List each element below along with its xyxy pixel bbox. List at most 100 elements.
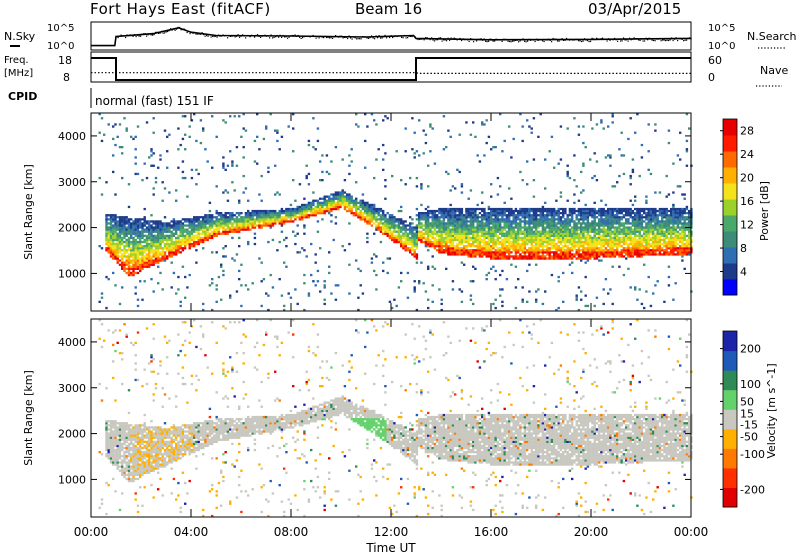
power-cell bbox=[631, 218, 635, 221]
power-cell bbox=[526, 232, 529, 235]
power-cell bbox=[364, 166, 367, 169]
freq-tick-bottom: 8 bbox=[63, 71, 70, 84]
power-cell bbox=[303, 203, 306, 207]
power-cell bbox=[454, 251, 457, 254]
power-cell bbox=[112, 214, 115, 217]
nsearch-point bbox=[668, 39, 670, 42]
nsearch-point bbox=[395, 35, 397, 37]
power-cell bbox=[148, 232, 151, 235]
power-cell bbox=[168, 228, 171, 231]
power-cell bbox=[258, 214, 261, 217]
power-cell bbox=[206, 234, 209, 237]
power-cell bbox=[634, 131, 637, 134]
power-cell bbox=[199, 240, 203, 244]
power-cell bbox=[523, 232, 527, 235]
power-cell bbox=[454, 238, 457, 242]
power-cell bbox=[118, 218, 122, 221]
power-cell bbox=[429, 238, 432, 242]
nsearch-point bbox=[404, 34, 406, 37]
power-cell bbox=[478, 236, 482, 240]
nsearch-point bbox=[626, 39, 628, 41]
power-cell bbox=[352, 205, 356, 209]
power-cell bbox=[613, 222, 617, 225]
power-cell bbox=[199, 226, 203, 229]
power-cell bbox=[559, 125, 563, 128]
power-cell bbox=[413, 245, 416, 248]
power-cell bbox=[109, 240, 113, 244]
power-cell bbox=[330, 205, 333, 209]
power-cell bbox=[384, 224, 387, 227]
power-cell bbox=[544, 232, 547, 235]
power-cell bbox=[114, 257, 117, 260]
power-cell bbox=[517, 234, 520, 237]
power-cell bbox=[566, 257, 569, 260]
power-cell bbox=[546, 236, 549, 240]
nsearch-point bbox=[119, 35, 121, 37]
power-cell bbox=[485, 255, 488, 258]
nsearch-point bbox=[672, 39, 674, 42]
power-cell bbox=[566, 199, 569, 202]
power-cell bbox=[499, 257, 502, 260]
power-cell bbox=[546, 232, 549, 235]
power-cell bbox=[616, 226, 619, 229]
power-cell bbox=[269, 226, 272, 229]
power-cell bbox=[613, 185, 617, 188]
power-cell bbox=[130, 135, 133, 138]
power-cell bbox=[616, 249, 619, 252]
power-cell bbox=[150, 224, 153, 227]
power-cell bbox=[382, 214, 385, 217]
power-cell bbox=[460, 300, 464, 303]
nsearch-point bbox=[371, 35, 373, 37]
nsearch-point bbox=[272, 37, 274, 39]
power-cell bbox=[643, 245, 646, 248]
power-cell bbox=[627, 267, 630, 270]
power-cell bbox=[636, 222, 639, 225]
nsearch-point bbox=[123, 35, 125, 37]
power-cell bbox=[469, 298, 473, 301]
power-cell bbox=[413, 253, 416, 256]
power-cell bbox=[215, 232, 218, 235]
power-cell bbox=[627, 209, 630, 213]
power-cell bbox=[159, 234, 162, 237]
power-cell bbox=[395, 224, 398, 227]
power-cell bbox=[458, 234, 461, 237]
power-cell bbox=[323, 203, 326, 207]
power-cell bbox=[233, 259, 236, 262]
power-cell bbox=[134, 162, 137, 165]
power-cell bbox=[112, 125, 115, 128]
power-cell bbox=[112, 242, 115, 246]
power-cell bbox=[445, 238, 448, 242]
power-cell bbox=[602, 224, 605, 227]
power-cell bbox=[136, 263, 140, 266]
power-cell bbox=[535, 214, 538, 217]
power-cell bbox=[107, 228, 110, 231]
power-cell bbox=[215, 224, 218, 227]
power-cell bbox=[519, 220, 522, 223]
power-cell bbox=[517, 245, 520, 248]
power-cell bbox=[179, 304, 182, 308]
power-cell bbox=[467, 255, 470, 258]
power-cell bbox=[602, 288, 605, 291]
power-cell bbox=[490, 234, 493, 237]
power-cell bbox=[105, 218, 108, 221]
power-cell bbox=[220, 212, 223, 215]
power-cell bbox=[584, 240, 587, 244]
power-cell bbox=[537, 222, 540, 225]
power-cell bbox=[348, 197, 351, 200]
power-cell bbox=[154, 220, 158, 223]
power-cell bbox=[465, 230, 468, 233]
power-cell bbox=[456, 224, 459, 227]
power-cell bbox=[589, 228, 592, 231]
power-cell bbox=[202, 238, 205, 242]
power-cell bbox=[440, 247, 443, 250]
power-cell bbox=[481, 228, 484, 231]
power-cell bbox=[148, 234, 151, 237]
power-cell bbox=[442, 232, 446, 235]
power-cell bbox=[125, 232, 128, 235]
power-cell bbox=[609, 156, 612, 159]
power-cell bbox=[595, 230, 599, 233]
power-cell bbox=[593, 238, 596, 242]
power-cell bbox=[109, 253, 113, 256]
power-cell bbox=[202, 226, 205, 229]
power-cell bbox=[211, 166, 214, 169]
